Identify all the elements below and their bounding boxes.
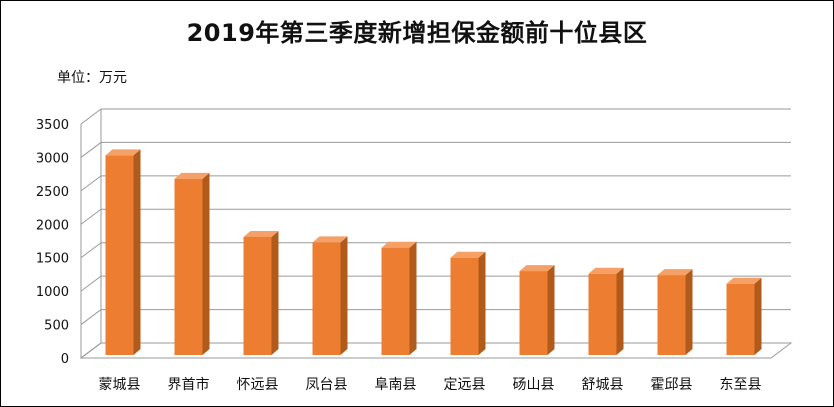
bar-side <box>685 269 693 355</box>
x-tick-label: 阜南县 <box>375 376 417 393</box>
x-tick-label: 界首市 <box>168 376 210 393</box>
bar <box>312 242 341 355</box>
bar-top <box>726 277 762 284</box>
bar <box>450 257 479 355</box>
gridline-depth <box>80 142 102 158</box>
y-tick-label: 0 <box>61 352 69 367</box>
y-tick-label: 2500 <box>36 185 69 200</box>
bar-top <box>174 172 210 179</box>
x-tick-label: 霍邱县 <box>651 377 693 393</box>
bar-top <box>657 269 693 276</box>
bar-top <box>588 267 624 274</box>
gridline-depth <box>80 275 102 292</box>
x-tick-label: 砀山县 <box>513 377 555 393</box>
y-tick-label: 1500 <box>36 252 69 267</box>
bar-side <box>202 172 210 355</box>
bar-side <box>547 265 555 355</box>
y-tick-label: 2000 <box>36 218 69 233</box>
bar <box>657 275 686 355</box>
bar <box>519 271 548 355</box>
bar-side <box>754 277 762 355</box>
gridline-depth <box>80 175 102 192</box>
y-tick-label: 500 <box>44 319 69 334</box>
bar-top <box>243 230 279 237</box>
bar-top <box>312 236 348 243</box>
bar-side <box>133 149 141 355</box>
bar-top <box>519 265 555 272</box>
bar-top <box>381 241 417 248</box>
x-tick-label: 蒙城县 <box>99 377 141 393</box>
bar-side <box>340 236 348 355</box>
bar-side <box>271 230 279 355</box>
gridline-depth <box>80 242 102 259</box>
bar-side <box>478 251 486 355</box>
bar-side <box>409 241 417 355</box>
bar <box>726 283 755 355</box>
y-tick-label: 3500 <box>36 118 69 133</box>
gridline-depth <box>80 342 102 359</box>
y-tick-label: 1000 <box>36 285 69 300</box>
unit-label: 单位：万元 <box>57 70 127 86</box>
x-tick-label: 凤台县 <box>306 377 348 393</box>
x-tick-label: 怀远县 <box>237 377 279 393</box>
bar <box>174 178 203 355</box>
chart-title: 2019年第三季度新增担保金额前十位县区 <box>186 19 648 47</box>
x-tick-label: 舒城县 <box>582 377 624 393</box>
bar <box>243 236 272 355</box>
bar <box>105 155 134 355</box>
bar-side <box>616 267 624 355</box>
bar <box>588 273 617 355</box>
x-tick-label: 定远县 <box>444 377 486 393</box>
bar <box>381 247 410 355</box>
bar-top <box>450 251 486 258</box>
gridline-depth <box>80 208 102 225</box>
gridline-depth <box>80 108 102 125</box>
y-tick-label: 3000 <box>36 151 69 166</box>
x-tick-label: 东至县 <box>720 377 762 393</box>
bar-top <box>105 149 141 156</box>
gridline-depth <box>80 309 102 325</box>
